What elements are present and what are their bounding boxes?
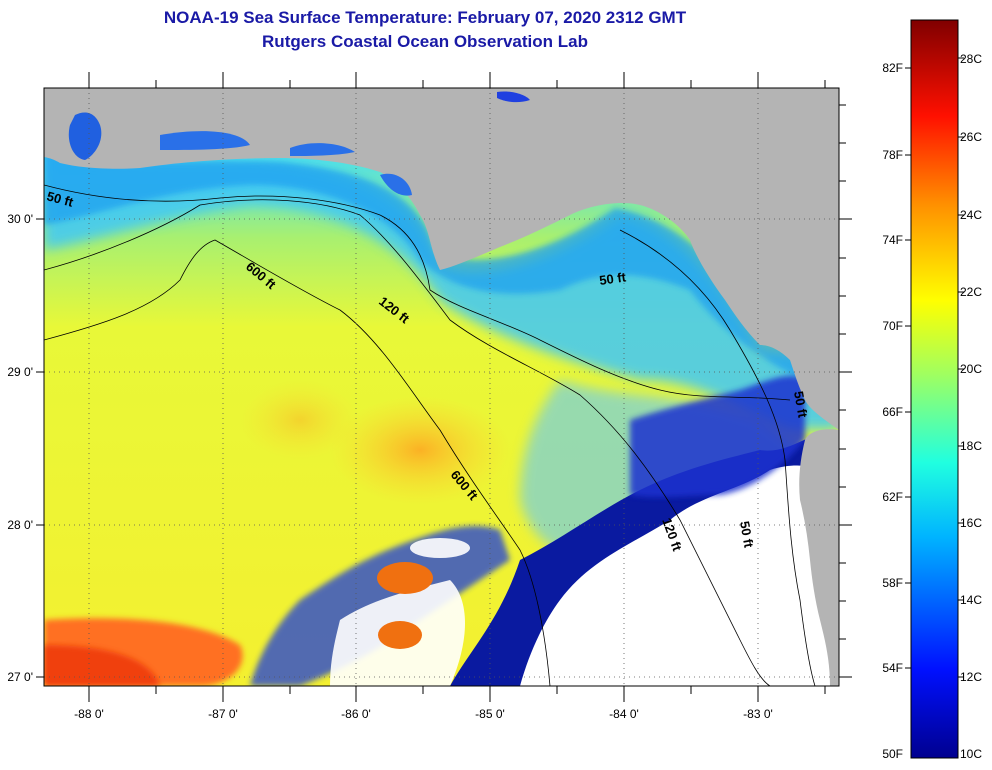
colorbar-label-f: 62F: [882, 490, 903, 504]
map-subtitle: Rutgers Coastal Ocean Observation Lab: [262, 32, 588, 51]
lon-label: -83 0': [743, 707, 773, 721]
choctawhatchee-bay: [290, 143, 355, 156]
colorbar-label-f: 70F: [882, 319, 903, 333]
colorbar-label-f: 58F: [882, 576, 903, 590]
warm-patch: [330, 395, 510, 505]
pensacola-bay: [160, 131, 250, 150]
warm-eddy: [378, 621, 422, 649]
colorbar-label-c: 18C: [960, 439, 982, 453]
colorbar-label-c: 26C: [960, 130, 982, 144]
mobile-bay: [68, 112, 102, 160]
colorbar-label-f: 66F: [882, 405, 903, 419]
cold-streaks: [630, 375, 805, 498]
contour-50ft: [44, 184, 791, 401]
cloud-mask: [520, 465, 839, 686]
inland-lake: [497, 91, 530, 103]
colorbar-label-f: 74F: [882, 233, 903, 247]
land-mass-peninsula: [799, 429, 839, 686]
lon-label: -85 0': [475, 707, 505, 721]
lon-label: -87 0': [208, 707, 238, 721]
colorbar-label-f: 78F: [882, 148, 903, 162]
warm-patch: [240, 380, 360, 460]
map-title: NOAA-19 Sea Surface Temperature: Februar…: [163, 8, 687, 27]
contour-120ft: [44, 199, 771, 686]
cold-nearshore-water: [44, 150, 839, 390]
lat-label: 27 0': [7, 670, 33, 684]
lat-label: 28 0': [7, 518, 33, 532]
warm-loop-current-core: [44, 645, 160, 686]
contour-label: 50 ft: [791, 390, 811, 420]
cool-shelf-water: [44, 150, 839, 430]
land-mass: [44, 88, 839, 430]
lon-label: -84 0': [609, 707, 639, 721]
lat-label: 29 0': [7, 365, 33, 379]
lat-label: 30 0': [7, 212, 33, 226]
contour-50ft-east: [619, 229, 816, 686]
colorbar-label-c: 28C: [960, 52, 982, 66]
warm-eddy: [377, 562, 433, 594]
colorbar-label-c: 20C: [960, 362, 982, 376]
colorbar-label-c: 22C: [960, 285, 982, 299]
contour-label: 50 ft: [737, 520, 757, 550]
cloud-mask: [410, 538, 470, 558]
map-frame: [43, 87, 840, 687]
st-andrews-bay: [380, 173, 412, 196]
lon-label: -88 0': [74, 707, 104, 721]
colorbar-label-c: 14C: [960, 593, 982, 607]
colorbar-label-c: 10C: [960, 747, 982, 761]
colorbar-label-c: 12C: [960, 670, 982, 684]
colorbar-label-f: 50F: [882, 747, 903, 761]
colorbar-label-c: 24C: [960, 208, 982, 222]
axis-ticks: [36, 72, 852, 702]
colorbar-label-f: 82F: [882, 61, 903, 75]
contour-label: 50 ft: [45, 188, 75, 210]
contour-label: 50 ft: [598, 269, 627, 288]
lon-label: -86 0': [341, 707, 371, 721]
colorbar-label-f: 54F: [882, 661, 903, 675]
colorbar: [910, 19, 959, 759]
colorbar-label-c: 16C: [960, 516, 982, 530]
map-plot-area: 50 ft 600 ft 120 ft 50 ft 600 ft 120 ft …: [44, 88, 839, 686]
contour-600ft: [44, 239, 551, 686]
colorbar-ticks: [905, 57, 964, 678]
